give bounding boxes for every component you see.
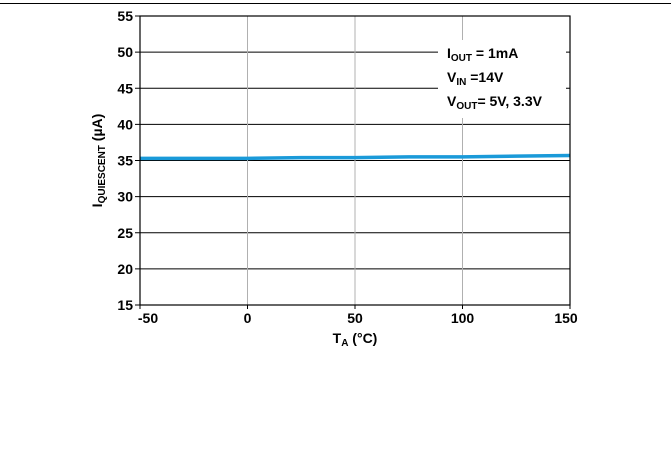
y-axis-label-sub: QUIESCENT (97, 145, 108, 203)
x-tick-label: -50 (138, 310, 158, 326)
annotation-vin-sub: IN (456, 77, 466, 88)
annotation-iout-rest: = 1mA (472, 45, 518, 61)
x-tick-label: 50 (347, 310, 363, 326)
y-tick-labels: 15 20 25 30 35 40 45 50 55 (117, 8, 140, 313)
annotation-iout-main: I (447, 45, 451, 61)
y-tick-label: 15 (117, 297, 133, 313)
y-tick-label: 40 (117, 116, 133, 132)
annotation-background (438, 40, 566, 118)
y-tick-label: 45 (117, 80, 133, 96)
annotation-vout: VOUT= 5V, 3.3V (447, 93, 543, 112)
x-tick-label: 150 (554, 310, 578, 326)
annotation-vin-main: V (447, 69, 457, 85)
x-axis-label: TA (°C) (333, 330, 378, 349)
x-axis-label-unit: (°C) (348, 330, 377, 346)
annotation-iout-sub: OUT (451, 53, 472, 64)
y-tick-label: 30 (117, 189, 133, 205)
y-tick-label: 35 (117, 153, 133, 169)
x-axis-label-sub: A (341, 338, 348, 349)
x-tick-label: 100 (451, 310, 475, 326)
series-layer (140, 153, 571, 161)
y-axis-label: IQUIESCENT (µA) (89, 114, 108, 208)
y-tick-label: 20 (117, 261, 133, 277)
x-tick-label: 0 (244, 310, 252, 326)
annotation-vout-sub: OUT (456, 101, 477, 112)
annotation-iout: IOUT = 1mA (447, 45, 518, 64)
annotation-block: IOUT = 1mA VIN =14V VOUT= 5V, 3.3V (447, 45, 543, 112)
annotation-vout-rest: = 5V, 3.3V (477, 93, 542, 109)
y-axis-label-unit: (µA) (89, 114, 105, 145)
x-tick-labels: -50 0 50 100 150 (138, 305, 578, 326)
y-tick-label: 50 (117, 44, 133, 60)
annotation-vin: VIN =14V (447, 69, 504, 88)
x-axis-label-main: T (333, 330, 342, 346)
y-axis-label-main: I (89, 203, 105, 207)
series-line-0 (140, 153, 571, 161)
y-tick-label: 25 (117, 225, 133, 241)
annotation-vin-rest: =14V (466, 69, 504, 85)
y-tick-label: 55 (117, 8, 133, 24)
top-rule (0, 3, 671, 4)
annotation-vout-main: V (447, 93, 457, 109)
